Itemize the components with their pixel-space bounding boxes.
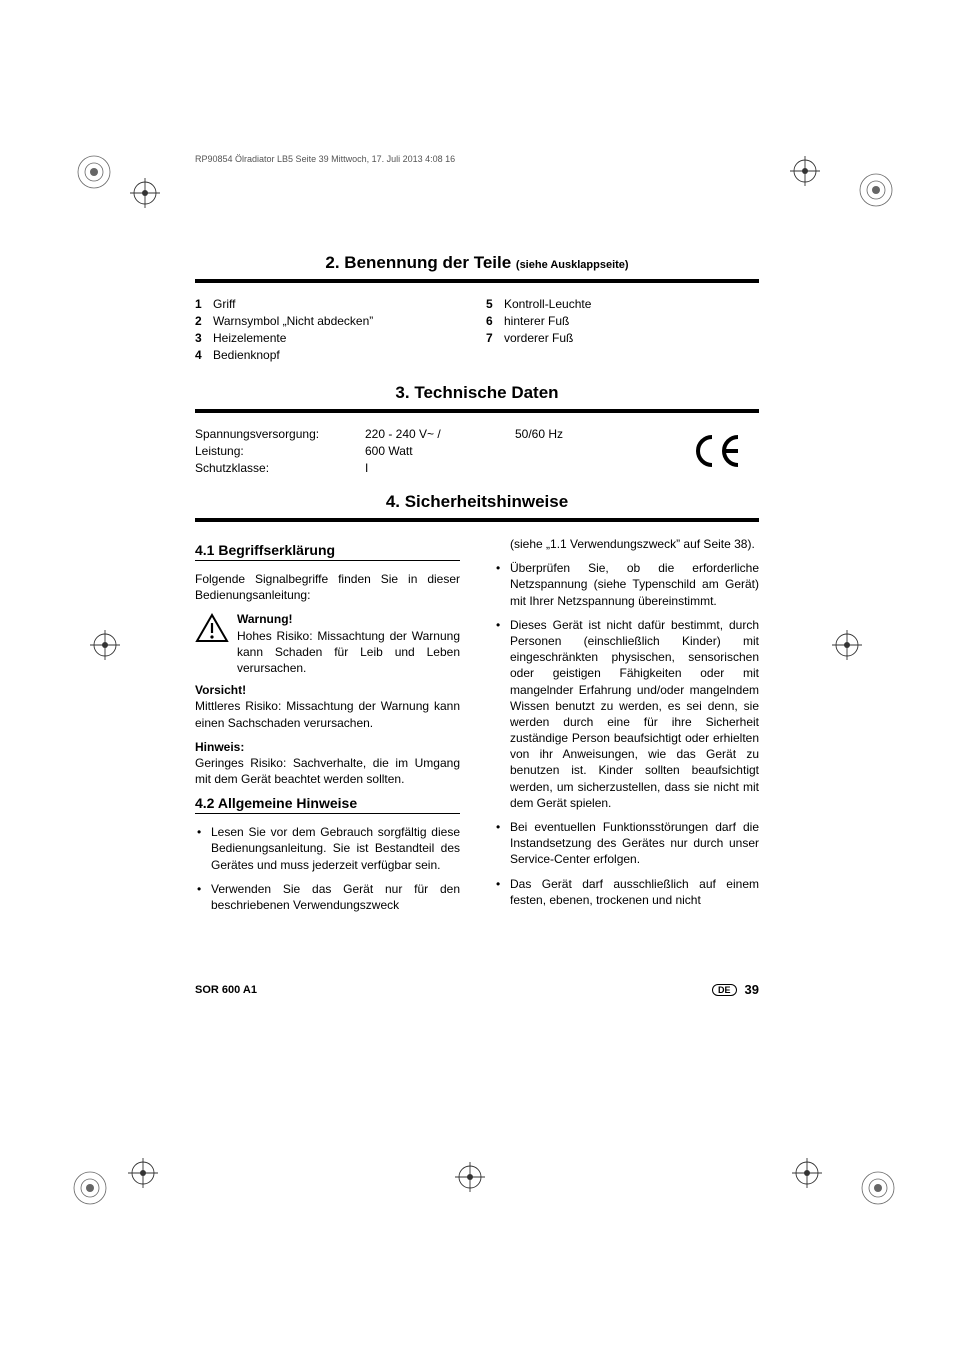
part-label: hinterer Fuß: [504, 314, 759, 328]
reg-mark: [860, 1170, 896, 1206]
caution-body: Mittleres Risiko: Missachtung der Warnun…: [195, 699, 460, 729]
tech-val: I: [365, 461, 515, 478]
lang-badge: DE: [712, 984, 737, 996]
reg-mark: [790, 156, 820, 186]
part-label: Griff: [213, 297, 468, 311]
part-num: 1: [195, 297, 213, 311]
tech-key: Spannungsversorgung:: [195, 427, 365, 444]
bullet-item: Bei eventuellen Funktionsstörungen darf …: [494, 819, 759, 868]
note-body: Geringes Risiko: Sachverhalte, die im Um…: [195, 756, 460, 786]
tech-extra: [515, 444, 563, 461]
reg-mark: [455, 1162, 485, 1192]
bullets-right: Überprüfen Sie, ob die erforderliche Net…: [494, 560, 759, 908]
tech-key: Schutzklasse:: [195, 461, 365, 478]
section-3-title-main: 3. Technische Daten: [395, 383, 558, 402]
section-2-title: 2. Benennung der Teile (siehe Ausklappse…: [195, 253, 759, 273]
reg-mark: [130, 178, 160, 208]
section-4-rule: [195, 518, 759, 522]
part-row: 1Griff: [195, 297, 468, 311]
s41-intro: Folgende Signalbegriffe finden Sie in di…: [195, 571, 460, 603]
page-number: 39: [745, 982, 759, 997]
left-column: 4.1 Begriffserklärung Folgende Signalbeg…: [195, 536, 460, 921]
tech-row: Schutzklasse: I: [195, 461, 563, 478]
part-row: 6hinterer Fuß: [486, 314, 759, 328]
part-label: vorderer Fuß: [504, 331, 759, 345]
section-3-rule: [195, 409, 759, 413]
part-row: 4Bedienknopf: [195, 348, 468, 362]
warning-icon: [195, 613, 229, 676]
page-content: 2. Benennung der Teile (siehe Ausklappse…: [195, 245, 759, 921]
right-lead: (siehe „1.1 Verwendungszweck” auf Seite …: [494, 536, 759, 552]
part-num: 6: [486, 314, 504, 328]
part-label: Warnsymbol „Nicht abdecken”: [213, 314, 468, 328]
section-3-title: 3. Technische Daten: [195, 383, 759, 403]
caution-block: Vorsicht! Mittleres Risiko: Missachtung …: [195, 682, 460, 731]
tech-row: Leistung: 600 Watt: [195, 444, 563, 461]
tech-extra: 50/60 Hz: [515, 427, 563, 444]
part-label: Bedienknopf: [213, 348, 468, 362]
part-label: Heizelemente: [213, 331, 468, 345]
note-block: Hinweis: Geringes Risiko: Sachverhalte, …: [195, 739, 460, 788]
tech-table: Spannungsversorgung: 220 - 240 V~ / 50/6…: [195, 427, 759, 478]
warning-label: Warnung!: [237, 612, 293, 626]
heading-4-2: 4.2 Allgemeine Hinweise: [195, 795, 460, 811]
reg-mark: [792, 1158, 822, 1188]
parts-col-right: 5Kontroll-Leuchte 6hinterer Fuß 7vordere…: [486, 297, 759, 365]
section-4-title-main: 4. Sicherheitshinweise: [386, 492, 568, 511]
bullet-item: Verwenden Sie das Gerät nur für den besc…: [195, 881, 460, 913]
reg-mark: [76, 154, 112, 190]
section-2-title-sub: (siehe Ausklappseite): [516, 259, 629, 271]
part-label: Kontroll-Leuchte: [504, 297, 759, 311]
tech-key: Leistung:: [195, 444, 365, 461]
reg-mark: [858, 172, 894, 208]
note-label: Hinweis:: [195, 740, 244, 754]
tech-extra: [515, 461, 563, 478]
heading-4-1: 4.1 Begriffserklärung: [195, 542, 460, 558]
bullet-item: Dieses Gerät ist nicht dafür bestimmt, d…: [494, 617, 759, 811]
tech-row: Spannungsversorgung: 220 - 240 V~ / 50/6…: [195, 427, 563, 444]
reg-mark: [128, 1158, 158, 1188]
reg-mark: [832, 630, 862, 660]
safety-columns: 4.1 Begriffserklärung Folgende Signalbeg…: [195, 536, 759, 921]
section-2-rule: [195, 279, 759, 283]
tech-val: 600 Watt: [365, 444, 515, 461]
print-header: RP90854 Ölradiator LB5 Seite 39 Mittwoch…: [195, 154, 455, 164]
ce-mark-icon: [692, 427, 759, 477]
parts-list: 1Griff 2Warnsymbol „Nicht abdecken” 3Hei…: [195, 297, 759, 365]
page-footer: SOR 600 A1 DE 39: [195, 982, 759, 997]
reg-mark: [90, 630, 120, 660]
section-4-title: 4. Sicherheitshinweise: [195, 492, 759, 512]
warning-text: Warnung! Hohes Risiko: Missachtung der W…: [237, 611, 460, 676]
part-row: 5Kontroll-Leuchte: [486, 297, 759, 311]
section-2-title-main: 2. Benennung der Teile: [325, 253, 516, 272]
part-num: 5: [486, 297, 504, 311]
bullet-item: Überprüfen Sie, ob die erforderliche Net…: [494, 560, 759, 609]
bullets-left: Lesen Sie vor dem Gebrauch sorgfältig di…: [195, 824, 460, 913]
part-num: 2: [195, 314, 213, 328]
warning-body: Hohes Risiko: Missachtung der Warnung ka…: [237, 629, 460, 675]
part-row: 3Heizelemente: [195, 331, 468, 345]
caution-label: Vorsicht!: [195, 683, 246, 697]
heading-4-2-rule: [195, 813, 460, 814]
bullet-item: Das Gerät darf ausschließlich auf einem …: [494, 876, 759, 908]
part-num: 3: [195, 331, 213, 345]
right-column: (siehe „1.1 Verwendungszweck” auf Seite …: [494, 536, 759, 921]
reg-mark: [72, 1170, 108, 1206]
part-num: 4: [195, 348, 213, 362]
footer-model: SOR 600 A1: [195, 984, 257, 996]
part-row: 7vorderer Fuß: [486, 331, 759, 345]
heading-4-1-rule: [195, 560, 460, 561]
tech-val: 220 - 240 V~ /: [365, 427, 515, 444]
part-row: 2Warnsymbol „Nicht abdecken”: [195, 314, 468, 328]
warning-block: Warnung! Hohes Risiko: Missachtung der W…: [195, 611, 460, 676]
parts-col-left: 1Griff 2Warnsymbol „Nicht abdecken” 3Hei…: [195, 297, 468, 365]
part-num: 7: [486, 331, 504, 345]
bullet-item: Lesen Sie vor dem Gebrauch sorgfältig di…: [195, 824, 460, 873]
